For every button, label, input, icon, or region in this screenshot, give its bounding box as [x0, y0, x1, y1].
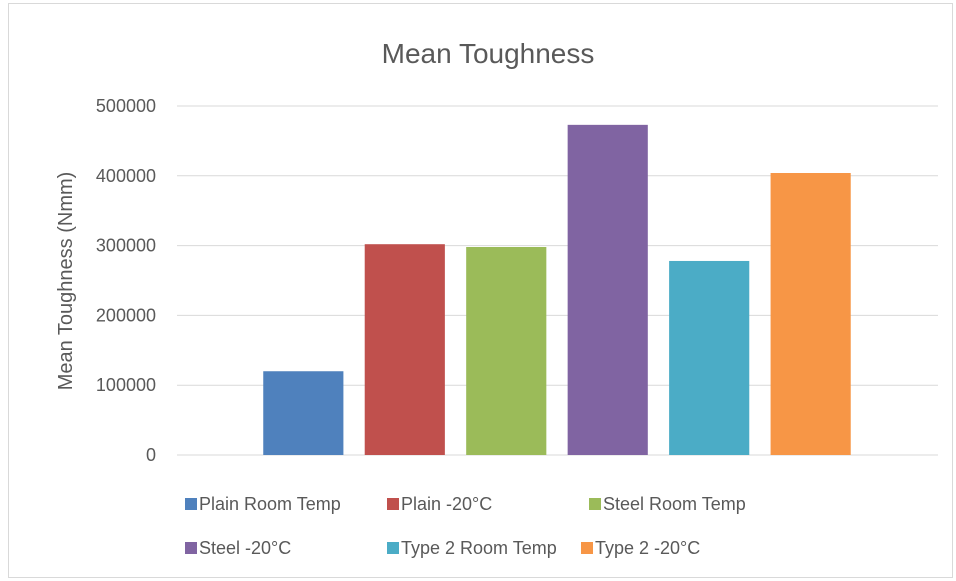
- legend-label: Steel -20°C: [199, 538, 291, 558]
- y-tick-label: 300000: [96, 236, 156, 256]
- legend-label: Plain -20°C: [401, 494, 492, 514]
- legend-swatch: [185, 542, 197, 554]
- legend-label: Type 2 -20°C: [595, 538, 700, 558]
- bar-6: [770, 173, 851, 455]
- bar-2: [364, 244, 445, 455]
- bar-4: [567, 124, 648, 455]
- legend-label: Steel Room Temp: [603, 494, 746, 514]
- legend-swatch: [185, 498, 197, 510]
- bars: [263, 124, 851, 455]
- y-tick-label: 500000: [96, 96, 156, 116]
- y-tick-label: 200000: [96, 305, 156, 325]
- y-tick-label: 0: [146, 445, 156, 465]
- legend: Plain Room Temp Plain -20°C Steel Room Tem…: [185, 494, 746, 558]
- legend-swatch: [387, 498, 399, 510]
- y-tick-label: 400000: [96, 166, 156, 186]
- bar-3: [466, 246, 547, 455]
- chart-title: Mean Toughness: [382, 38, 595, 69]
- legend-swatch: [387, 542, 399, 554]
- bar-5: [669, 260, 750, 455]
- legend-swatch: [581, 542, 593, 554]
- y-axis-ticks: 0 100000 200000 300000 400000 500000: [96, 96, 156, 465]
- y-tick-label: 100000: [96, 375, 156, 395]
- legend-swatch: [589, 498, 601, 510]
- y-axis-label: Mean Toughness (Nmm): [55, 172, 77, 391]
- legend-label: Type 2 Room Temp: [401, 538, 557, 558]
- legend-label: Plain Room Temp: [199, 494, 341, 514]
- bar-1: [263, 371, 344, 455]
